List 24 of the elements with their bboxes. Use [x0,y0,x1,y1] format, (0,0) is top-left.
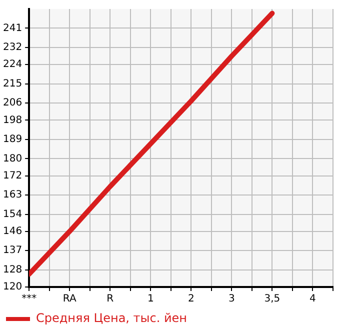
y-tick-label: 241 [2,22,22,34]
y-tick-label: 146 [2,226,22,237]
y-tick-label: 215 [2,78,22,90]
x-tick-label: R [106,294,114,305]
y-tick-label: 180 [2,153,22,164]
y-tick-label: 154 [2,208,22,220]
y-tick-label: 120 [2,282,22,293]
x-tick-label: RA [62,294,76,305]
x-tick-label: *** [22,294,37,305]
y-tick-label: 224 [2,59,22,70]
x-tick-label: 4 [310,294,316,305]
x-tick-label: 3,5 [264,294,280,305]
legend-label: Средняя Цена, тыс. йен [36,311,188,326]
y-tick-label: 189 [2,134,22,146]
y-tick-label: 163 [2,190,22,201]
y-tick-label: 206 [2,98,22,109]
y-tick-label: 137 [2,245,22,256]
y-tick-label: 232 [2,42,22,54]
y-tick-label: 128 [2,264,22,276]
y-tick-label: 198 [2,114,22,126]
y-tick-label: 172 [2,170,22,182]
x-tick-label: 1 [147,294,154,305]
x-tick-label: 3 [228,294,235,305]
x-tick-label: 2 [188,294,194,305]
